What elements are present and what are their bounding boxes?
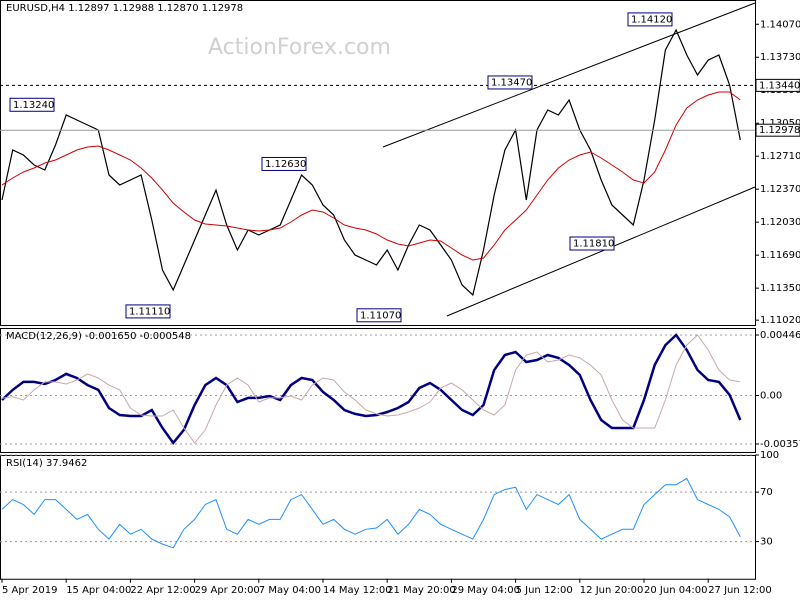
y-tick-label: 1.13730 [760, 52, 800, 63]
x-tick-label: 29 Apr 20:00 [195, 585, 260, 596]
annotation-label: 1.12630 [265, 159, 306, 170]
y-tick-label: 1.11690 [760, 250, 800, 261]
x-tick-label: 12 Jun 20:00 [580, 585, 644, 596]
series-line [1, 91, 741, 261]
panel-title: RSI(14) 37.9462 [6, 458, 87, 469]
annotation-box [569, 236, 615, 251]
series-line [1, 333, 742, 445]
panel-title: MACD(12,26,9) -0.001650 -0.000548 [6, 331, 191, 342]
y-tick-label: 1.11020 [760, 315, 800, 326]
price-level-box [755, 78, 800, 92]
channel-upper [382, 2, 756, 148]
channel-lower [446, 186, 756, 317]
series-line [1, 334, 741, 444]
series-line [1, 477, 741, 549]
x-tick-label: 14 May 12:00 [323, 585, 392, 596]
price-level-box [755, 123, 800, 137]
annotation-label: 1.11070 [360, 310, 401, 321]
annotation-box [261, 156, 307, 171]
x-tick-label: 7 May 04:00 [259, 585, 321, 596]
y-tick-label: 70 [760, 487, 773, 498]
panel-title: EURUSD,H4 1.12897 1.12988 1.12870 1.1297… [6, 3, 243, 14]
annotation-label: 1.13470 [491, 77, 532, 88]
annotation-label: 1.11810 [573, 239, 614, 250]
y-tick-label: 30 [760, 537, 773, 548]
annotation-box [356, 308, 402, 323]
annotation-label: 1.11110 [129, 306, 170, 317]
x-tick-label: 21 May 20:00 [387, 585, 456, 596]
price-level-label: 1.12978 [759, 125, 800, 136]
x-tick-label: 15 Apr 04:00 [66, 585, 131, 596]
y-tick-label: -0.003576 [760, 439, 800, 450]
x-tick-label: 22 Apr 12:00 [130, 585, 195, 596]
annotation-box [125, 304, 171, 319]
series-line [1, 28, 741, 297]
y-tick-label: 1.12710 [760, 151, 800, 162]
annotation-box [487, 75, 533, 90]
x-tick-label: 5 Jun 12:00 [516, 585, 573, 596]
x-tick-label: 20 Jun 04:00 [644, 585, 708, 596]
y-tick-label: 1.11350 [760, 283, 800, 294]
panel-frame [0, 455, 756, 580]
annotation-box [627, 12, 673, 27]
panel-frame [0, 0, 756, 326]
annotation-label: 1.13240 [13, 100, 54, 111]
x-tick-label: 29 May 04:00 [451, 585, 520, 596]
x-tick-label: 5 Apr 2019 [2, 585, 57, 596]
price-level-label: 1.13440 [759, 80, 800, 91]
annotation-box [9, 97, 55, 112]
y-tick-label: 1.12370 [760, 184, 800, 195]
y-tick-label: 0.004463 [760, 330, 800, 341]
y-tick-label: 1.14070 [760, 19, 800, 30]
watermark: ActionForex.com [208, 35, 391, 60]
y-tick-label: 1.12030 [760, 217, 800, 228]
panel-frame [0, 328, 756, 453]
annotation-label: 1.14120 [631, 14, 672, 25]
y-tick-label: 0.00 [760, 390, 782, 401]
y-tick-label: 100 [760, 450, 779, 461]
x-tick-label: 27 Jun 12:00 [708, 585, 772, 596]
